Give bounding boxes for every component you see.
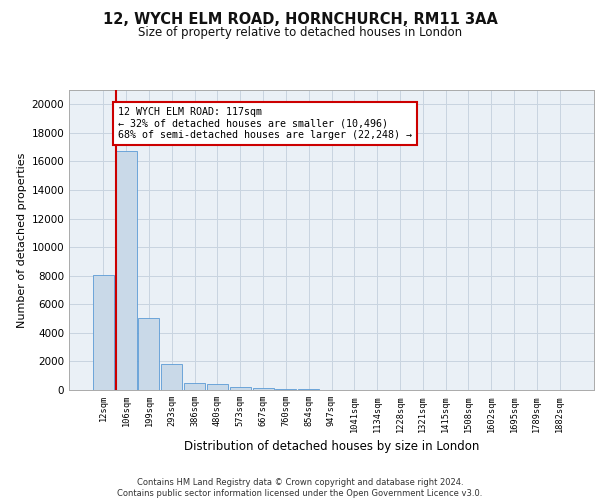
Text: 12, WYCH ELM ROAD, HORNCHURCH, RM11 3AA: 12, WYCH ELM ROAD, HORNCHURCH, RM11 3AA <box>103 12 497 28</box>
Bar <box>298 389 319 390</box>
X-axis label: Distribution of detached houses by size in London: Distribution of detached houses by size … <box>184 440 479 453</box>
Bar <box>161 364 182 390</box>
Text: 12 WYCH ELM ROAD: 117sqm
← 32% of detached houses are smaller (10,496)
68% of se: 12 WYCH ELM ROAD: 117sqm ← 32% of detach… <box>118 107 412 140</box>
Bar <box>139 318 160 390</box>
Bar <box>230 387 251 390</box>
Bar <box>275 388 296 390</box>
Bar <box>184 383 205 390</box>
Bar <box>93 275 114 390</box>
Text: Contains HM Land Registry data © Crown copyright and database right 2024.
Contai: Contains HM Land Registry data © Crown c… <box>118 478 482 498</box>
Bar <box>116 152 137 390</box>
Bar <box>207 384 228 390</box>
Y-axis label: Number of detached properties: Number of detached properties <box>17 152 27 328</box>
Bar <box>253 388 274 390</box>
Text: Size of property relative to detached houses in London: Size of property relative to detached ho… <box>138 26 462 39</box>
